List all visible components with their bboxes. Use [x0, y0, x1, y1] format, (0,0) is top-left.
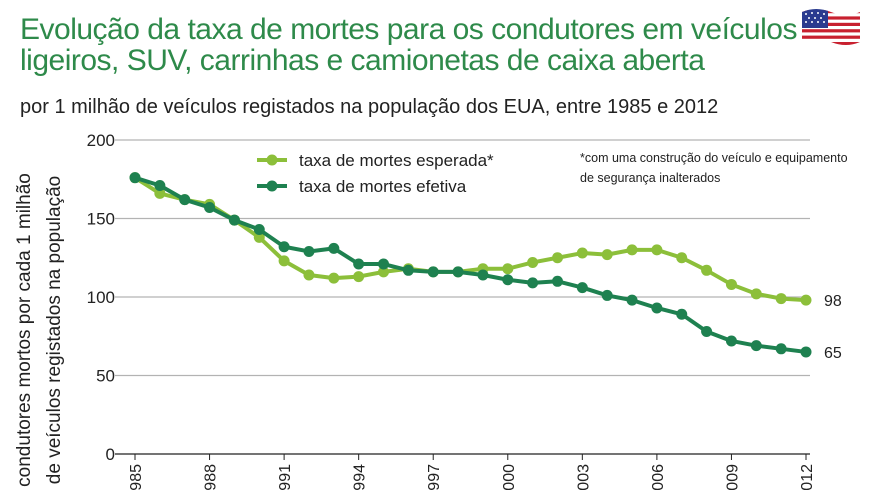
chart-title-line1: Evolução da taxa de mortes para os condu…	[20, 13, 797, 46]
data-point	[750, 288, 762, 300]
data-point	[701, 326, 713, 338]
x-tick-label: 2012	[799, 464, 816, 490]
data-point	[328, 242, 340, 254]
data-point	[527, 277, 539, 289]
data-point	[129, 172, 141, 184]
x-tick-label: 2003	[575, 464, 592, 490]
data-point	[750, 340, 762, 352]
data-point	[626, 294, 638, 306]
data-point	[353, 271, 365, 283]
y-tick-label: 150	[87, 210, 115, 229]
data-point	[800, 346, 812, 358]
data-point	[601, 249, 613, 261]
chart-subtitle: por 1 milhão de veículos registados na p…	[20, 96, 719, 118]
data-point	[278, 255, 290, 267]
data-point	[328, 272, 340, 284]
x-tick-label: 2006	[650, 464, 667, 490]
data-point	[378, 266, 390, 278]
data-point	[800, 294, 812, 306]
series-line-expected	[133, 175, 807, 303]
data-point	[676, 308, 688, 320]
data-point	[303, 269, 315, 281]
data-point	[601, 289, 613, 301]
data-point	[204, 202, 216, 214]
chart-title: Evolução da taxa de mortes para os condu…	[20, 14, 800, 76]
data-point	[303, 245, 315, 257]
y-tick-label: 200	[87, 131, 115, 150]
end-value-label: 98	[824, 293, 842, 310]
data-point	[676, 252, 688, 264]
data-point	[551, 275, 563, 287]
legend-label: taxa de mortes esperada*	[299, 151, 494, 170]
footnote-line1: *com uma construção do veículo e equipam…	[580, 151, 848, 165]
footnote-line2: de segurança inalterados	[580, 171, 720, 185]
y-tick-label: 100	[87, 288, 115, 307]
y-axis-label-line2: de veículos registados na população	[44, 176, 65, 484]
data-point	[725, 278, 737, 290]
x-tick-label: 1997	[426, 464, 443, 490]
series-line-actual	[134, 175, 807, 354]
data-point	[353, 258, 365, 270]
x-tick-label: 1991	[277, 464, 294, 490]
data-point	[502, 274, 514, 286]
data-point	[502, 263, 514, 275]
data-point	[576, 247, 588, 259]
data-point	[154, 187, 166, 199]
data-point	[402, 264, 414, 276]
legend-swatch-marker	[266, 154, 278, 166]
data-point	[154, 180, 166, 192]
data-point	[253, 223, 265, 235]
data-point	[725, 335, 737, 347]
data-point	[551, 252, 563, 264]
y-axis-label-line1: condutores mortos por cada 1 milhão	[14, 173, 35, 487]
data-point	[626, 244, 638, 256]
end-value-label: 65	[824, 345, 842, 362]
data-point	[651, 302, 663, 314]
data-point	[378, 258, 390, 270]
data-point	[427, 266, 439, 278]
y-tick-label: 0	[106, 445, 115, 464]
data-point	[775, 343, 787, 355]
x-tick-label: 2000	[501, 464, 518, 490]
data-point	[477, 269, 489, 281]
data-point	[228, 214, 240, 226]
data-point	[452, 266, 464, 278]
legend-swatch-marker	[266, 180, 278, 192]
data-point	[527, 256, 539, 268]
data-point	[576, 282, 588, 294]
data-point	[775, 293, 787, 305]
data-point	[701, 264, 713, 276]
data-point	[278, 241, 290, 253]
y-tick-label: 50	[96, 367, 115, 386]
data-point	[253, 231, 265, 243]
chart-title-line2: ligeiros, SUV, carrinhas e camionetas de…	[20, 44, 705, 77]
x-tick-label: 1985	[128, 464, 145, 490]
data-point	[179, 194, 191, 206]
legend-label: taxa de mortes efetiva	[299, 177, 467, 196]
x-tick-label: 2009	[724, 464, 741, 490]
data-point	[651, 244, 663, 256]
x-tick-label: 1994	[352, 464, 369, 490]
x-tick-label: 1988	[203, 464, 220, 490]
us-flag-icon	[802, 9, 860, 45]
